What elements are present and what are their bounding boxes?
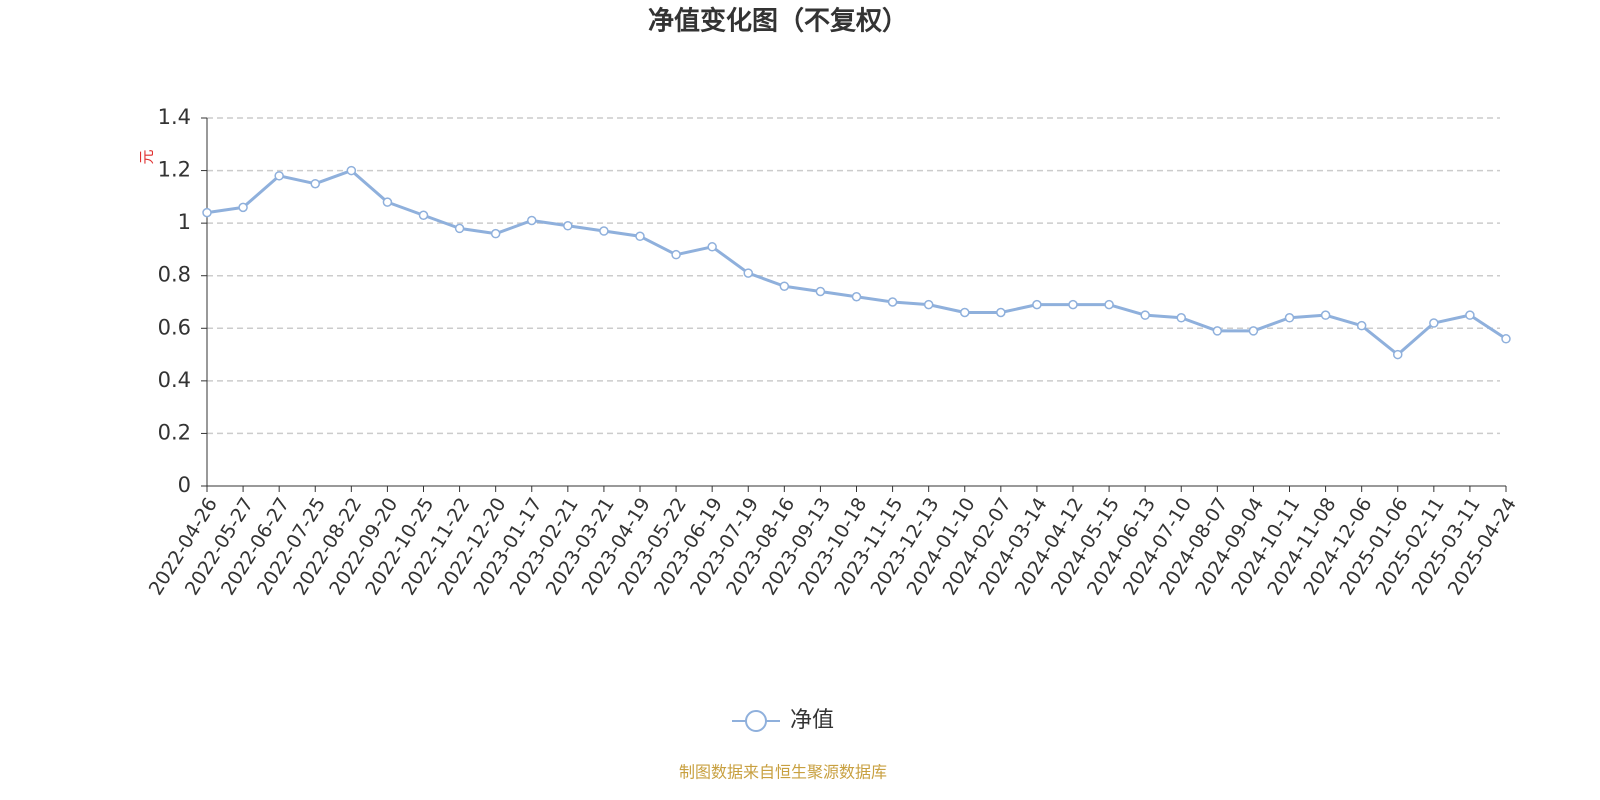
point <box>490 228 501 239</box>
point <box>1248 326 1259 336</box>
point <box>996 307 1006 318</box>
point <box>274 171 284 181</box>
point <box>1032 299 1042 310</box>
y-tick-label: 1.4 <box>158 105 191 129</box>
point <box>527 215 537 226</box>
point <box>851 291 862 302</box>
y-tick-label: 1.2 <box>158 158 191 182</box>
y-tick-label: 0.6 <box>158 315 191 339</box>
point <box>454 223 465 234</box>
y-tick-label: 0.8 <box>158 263 191 287</box>
point <box>960 307 970 318</box>
point <box>671 249 681 260</box>
point <box>635 231 645 242</box>
point <box>1176 313 1186 323</box>
point <box>1393 349 1403 360</box>
point <box>815 286 826 297</box>
point <box>418 210 429 221</box>
point <box>599 226 609 236</box>
point <box>887 297 898 307</box>
point <box>743 268 753 278</box>
y-axis-label: 元 <box>138 149 156 164</box>
point <box>1284 313 1295 323</box>
point <box>1429 318 1439 328</box>
point <box>563 221 573 231</box>
point <box>238 202 248 213</box>
point <box>1465 310 1475 320</box>
point <box>1104 299 1114 310</box>
point <box>202 207 212 218</box>
legend-symbol <box>745 710 767 732</box>
y-tick-label: 1 <box>178 210 191 234</box>
y-tick-label: 0.2 <box>158 420 191 444</box>
point <box>1356 320 1367 331</box>
point <box>1140 310 1150 320</box>
point <box>310 178 320 189</box>
line <box>206 169 1507 357</box>
point <box>1501 334 1511 344</box>
point <box>779 281 790 291</box>
legend-label: 净值 <box>790 708 834 733</box>
point <box>382 197 393 207</box>
point <box>1212 326 1223 336</box>
y-tick-label: 0 <box>178 473 191 497</box>
point <box>923 299 934 310</box>
chart-title: 净值变化图（不复权） <box>648 6 908 37</box>
point <box>1068 299 1078 310</box>
footer: 制图数据来自恒生聚源数据库 <box>679 763 887 782</box>
point <box>346 165 357 176</box>
y-tick-label: 0.4 <box>158 368 191 392</box>
point <box>707 242 717 252</box>
point <box>1320 310 1331 320</box>
